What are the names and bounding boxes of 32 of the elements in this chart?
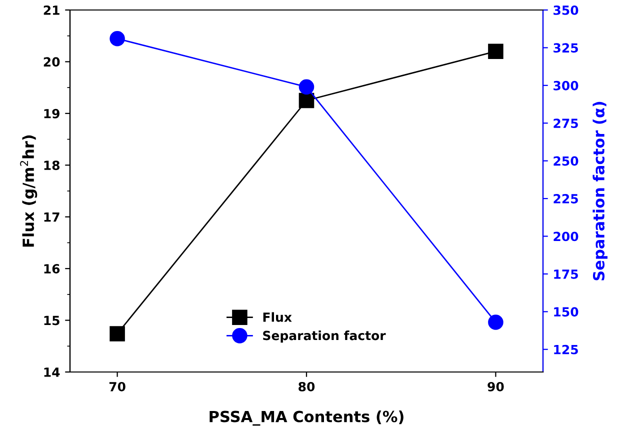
point: [298, 92, 314, 108]
y2-tick-label: 275: [554, 118, 578, 128]
y2-tick-label: 150: [554, 307, 578, 317]
x-tick-label: 90: [488, 382, 504, 392]
point: [110, 326, 125, 342]
y2-axis-title: Separation factor (α): [592, 102, 608, 280]
y2-tick-label: 250: [554, 156, 578, 166]
y-tick-label: 16: [44, 264, 60, 274]
y-tick-label: 17: [44, 212, 60, 222]
y-tick-label: 21: [44, 5, 60, 15]
y-tick-label: 19: [44, 108, 60, 118]
legend-label: Flux: [263, 312, 292, 322]
x-tick-label: 80: [298, 382, 315, 392]
y-tick-label: 18: [44, 160, 60, 170]
y-tick-label: 15: [44, 316, 60, 326]
y2-tick-label: 325: [554, 43, 578, 53]
y2-tick-label: 175: [554, 270, 578, 279]
y2-tick-label: 225: [554, 194, 578, 204]
point: [110, 31, 125, 46]
y-axis-title: Flux (g/m$^{2}$hr): [20, 135, 38, 247]
legend-label: Separation factor: [263, 330, 386, 343]
x-axis-title: PSSA_MA Contents (%): [210, 410, 404, 426]
y-tick-label: 20: [44, 57, 60, 67]
y-tick-label: 14: [44, 368, 60, 377]
point: [298, 79, 314, 95]
point: [488, 314, 504, 330]
point: [488, 44, 504, 60]
y2-tick-label: 200: [554, 232, 578, 242]
y2-tick-label: 350: [554, 5, 578, 15]
y2-tick-label: 300: [554, 80, 578, 90]
y2-tick-label: 125: [554, 344, 578, 354]
x-tick-label: 70: [109, 382, 126, 392]
